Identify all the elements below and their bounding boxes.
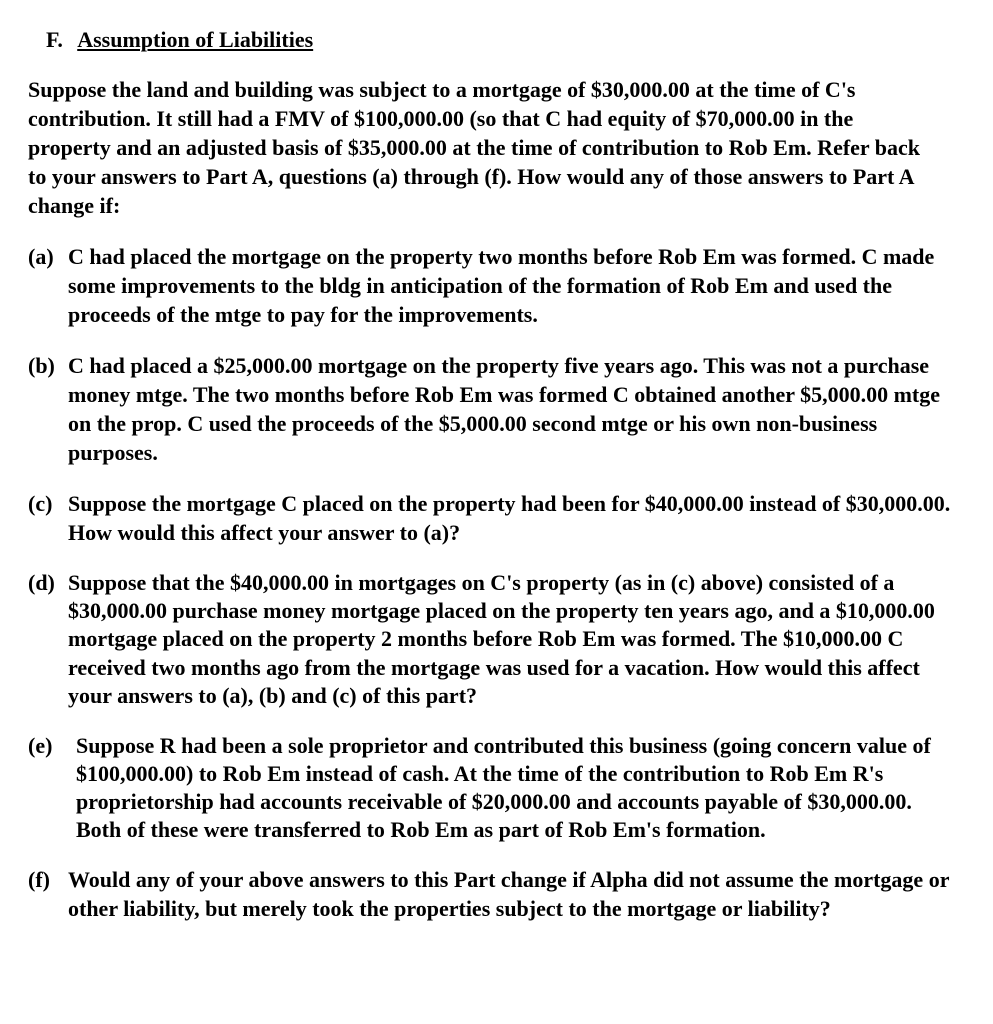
section-heading: F. Assumption of Liabilities: [46, 26, 963, 55]
item-body-f: Would any of your above answers to this …: [68, 866, 958, 922]
section-title: Assumption of Liabilities: [77, 27, 313, 52]
list-item: (a) C had placed the mortgage on the pro…: [28, 242, 958, 329]
list-item: (b) C had placed a $25,000.00 mortgage o…: [28, 351, 958, 467]
item-body-a: C had placed the mortgage on the propert…: [68, 242, 958, 329]
item-label-b: (b): [28, 351, 68, 467]
page-root: F. Assumption of Liabilities Suppose the…: [28, 26, 963, 923]
item-body-e: Suppose R had been a sole proprietor and…: [76, 732, 958, 845]
list-item: (f) Would any of your above answers to t…: [28, 866, 958, 922]
list-item: (e) Suppose R had been a sole proprietor…: [28, 732, 958, 845]
section-prefix: F.: [46, 27, 63, 52]
item-body-d: Suppose that the $40,000.00 in mortgages…: [68, 569, 958, 710]
list-item: (d) Suppose that the $40,000.00 in mortg…: [28, 569, 958, 710]
item-label-d: (d): [28, 569, 68, 710]
item-label-c: (c): [28, 489, 68, 547]
intro-paragraph: Suppose the land and building was subjec…: [28, 75, 940, 220]
item-body-b: C had placed a $25,000.00 mortgage on th…: [68, 351, 958, 467]
item-label-a: (a): [28, 242, 68, 329]
item-label-f: (f): [28, 866, 68, 922]
list-item: (c) Suppose the mortgage C placed on the…: [28, 489, 958, 547]
item-body-c: Suppose the mortgage C placed on the pro…: [68, 489, 958, 547]
item-label-e: (e): [28, 732, 76, 845]
